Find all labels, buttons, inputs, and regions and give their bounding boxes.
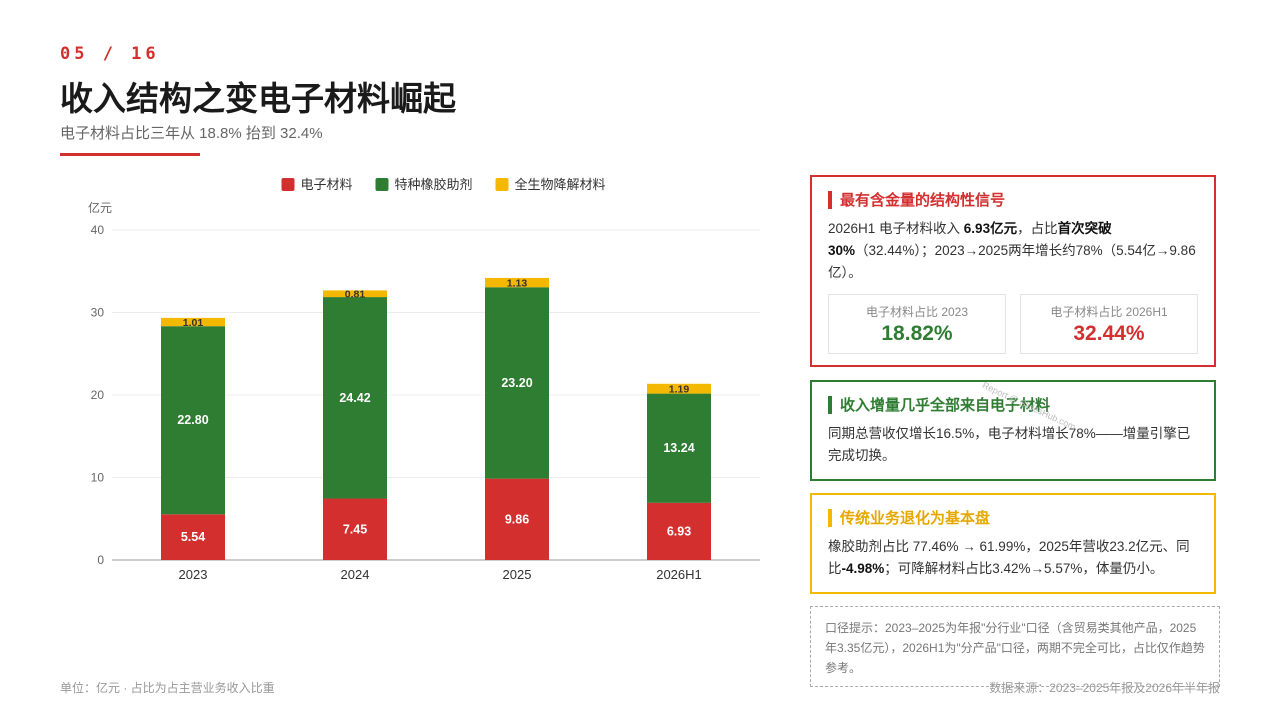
y-tick-label-0: 0 <box>97 553 104 567</box>
bar-label-2025-series-0: 9.86 <box>505 512 529 526</box>
bar-2025-series-0 <box>485 478 549 560</box>
x-tick-label-2023: 2023 <box>179 567 208 582</box>
stat-2026h1-value: 32.44% <box>1073 322 1145 345</box>
signal-card: 最有含金量的结构性信号 2026H1 电子材料收入 6.93亿元，占比首次突破3… <box>810 175 1216 367</box>
stat-2023: 电子材料占比 2023 18.82% <box>828 294 1006 354</box>
source-footnote: 数据来源：2023–2025年报及2026年半年报 <box>989 681 1220 695</box>
bar-label-2023-series-1: 22.80 <box>177 413 208 427</box>
bar-label-2023-series-2: 1.01 <box>183 317 204 329</box>
legacy-card-title: 传统业务退化为基本盘 <box>828 509 1198 527</box>
y-tick-label-40: 40 <box>91 223 105 237</box>
legacy-emph-yoy: -4.98% <box>841 561 885 576</box>
bar-2026H1-series-1 <box>647 393 711 503</box>
signal-text-2: ，占比 <box>1017 221 1058 236</box>
legend-swatch-0 <box>281 178 295 191</box>
growth-card-title: 收入增量几乎全部来自电子材料 <box>828 396 1198 414</box>
stat-2023-label: 电子材料占比 2023 <box>865 305 969 319</box>
signal-text-1: 2026H1 电子材料收入 <box>828 221 964 236</box>
legend-label-1: 特种橡胶助剂 <box>395 177 473 193</box>
bar-label-2026H1-series-1: 13.24 <box>663 441 694 455</box>
bar-label-2025-series-2: 1.13 <box>507 278 528 290</box>
legacy-card: 传统业务退化为基本盘 橡胶助剂占比 77.46% → 61.99%，2025年营… <box>810 493 1216 594</box>
signal-emph-revenue: 6.93亿元 <box>963 221 1018 236</box>
bar-label-2024-series-2: 0.81 <box>345 289 366 301</box>
legend-label-2: 全生物降解材料 <box>515 177 606 193</box>
x-tick-label-2025: 2025 <box>503 567 532 582</box>
bar-2026H1-series-0 <box>647 502 711 560</box>
y-tick-label-10: 10 <box>91 471 105 485</box>
signal-card-body: 2026H1 电子材料收入 6.93亿元，占比首次突破30%（32.44%）；2… <box>828 218 1198 284</box>
y-tick-label-30: 30 <box>91 306 105 320</box>
signal-text-3: （32.44%）；2023→2025两年增长约78%（5.54亿→9.86亿）。 <box>828 243 1196 280</box>
legend-label-0: 电子材料 <box>301 178 353 193</box>
page-number: 05 / 16 <box>60 44 160 64</box>
bar-label-2025-series-1: 23.20 <box>501 376 532 390</box>
title-underline <box>60 153 200 156</box>
bar-label-2026H1-series-0: 6.93 <box>667 524 691 538</box>
x-tick-label-2026H1: 2026H1 <box>656 567 702 582</box>
signal-emph-breakthrough: 首次突破30% <box>828 221 1112 258</box>
bar-label-2024-series-0: 7.45 <box>343 522 367 536</box>
bar-label-2026H1-series-2: 1.19 <box>669 384 690 396</box>
legend-swatch-2 <box>495 178 509 191</box>
growth-card: 收入增量几乎全部来自电子材料 同期总营收仅增长16.5%，电子材料增长78%——… <box>810 380 1216 481</box>
legacy-card-body: 橡胶助剂占比 77.46% → 61.99%，2025年营收23.2亿元、同比-… <box>828 536 1198 580</box>
stat-2026h1-label: 电子材料占比 2026H1 <box>1050 305 1168 319</box>
bar-2025-series-2 <box>485 277 549 288</box>
bar-label-2024-series-1: 24.42 <box>339 391 370 405</box>
legacy-text-2: ；可降解材料占比3.42%→5.57%，体量仍小。 <box>884 561 1164 576</box>
bar-2023-series-0 <box>161 514 225 560</box>
signal-stats: 电子材料占比 2023 18.82% 电子材料占比 2026H1 32.44% <box>828 294 1198 354</box>
methodology-note: 口径提示：2023–2025为年报"分行业"口径（含贸易类其他产品，2025年3… <box>810 606 1220 687</box>
growth-card-body: 同期总营收仅增长16.5%，电子材料增长78%——增量引擎已完成切换。 <box>828 426 1191 463</box>
legacy-text-1: 橡胶助剂占比 77.46% → 61.99%，2025年营收23.2亿元、同比 <box>828 539 1190 576</box>
bar-2023-series-2 <box>161 317 225 327</box>
stat-2023-value: 18.82% <box>881 322 953 345</box>
signal-card-title: 最有含金量的结构性信号 <box>828 191 1198 209</box>
x-tick-label-2024: 2024 <box>341 567 370 582</box>
bar-2024-series-1 <box>323 297 387 499</box>
bar-2024-series-0 <box>323 498 387 560</box>
page-subtitle: 电子材料占比三年从 18.8% 抬到 32.4% <box>60 125 323 142</box>
stacked-bar-chart: 0 10 20 30 40 亿元 5.54 22.80 1.01 2023 7.45 24.42 0.8… <box>60 170 780 610</box>
bar-2025-series-1 <box>485 287 549 479</box>
bar-2023-series-1 <box>161 326 225 515</box>
legend-swatch-1 <box>375 178 389 191</box>
page-title: 收入结构之变电子材料崛起 <box>60 79 456 118</box>
bar-2024-series-2 <box>323 290 387 298</box>
y-axis-label: 亿元 <box>88 200 112 215</box>
unit-footnote: 单位：亿元 · 占比为占主营业务收入比重 <box>60 681 275 695</box>
bar-label-2023-series-0: 5.54 <box>181 530 205 544</box>
stat-2026h1: 电子材料占比 2026H1 32.44% <box>1020 294 1198 354</box>
bar-2026H1-series-2 <box>647 383 711 394</box>
y-tick-label-20: 20 <box>91 388 105 402</box>
chart-svg: 0 10 20 30 40 亿元 5.54 22.80 1.01 2023 7.45 24.42 0.8… <box>88 177 760 582</box>
